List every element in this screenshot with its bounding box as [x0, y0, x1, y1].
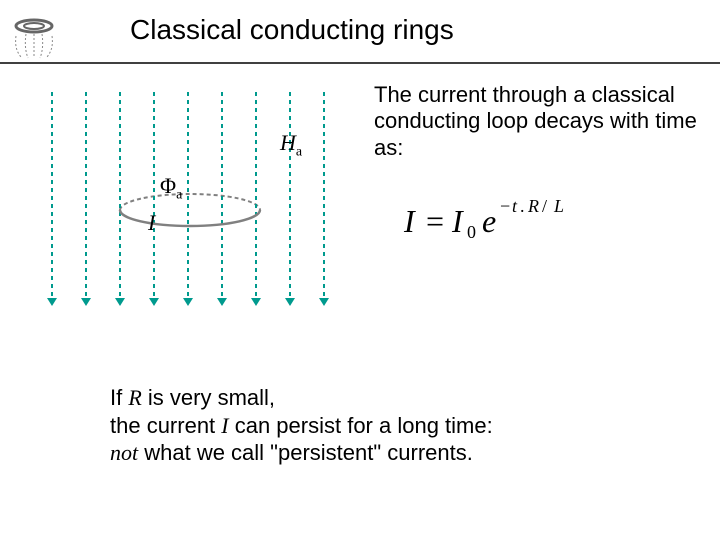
bt-not: not	[110, 440, 138, 465]
svg-text:=: =	[426, 203, 444, 239]
phi-symbol: Φ	[160, 173, 176, 198]
svg-text:0: 0	[467, 222, 476, 242]
bt-R: R	[128, 385, 141, 410]
bottom-note: If R is very small, the current I can pe…	[110, 384, 670, 467]
bt-2a: the current	[110, 413, 221, 438]
svg-text:−: −	[500, 196, 510, 216]
field-diagram	[40, 90, 350, 320]
bt-2b: can persist for a long time:	[229, 413, 493, 438]
bt-1b: is very small,	[142, 385, 275, 410]
svg-text:I: I	[403, 203, 416, 239]
current-i-label: I	[148, 210, 155, 236]
ha-sub: a	[296, 144, 302, 159]
header-bar: Classical conducting rings	[0, 0, 720, 64]
explanation-text: The current through a classical conducti…	[374, 82, 704, 161]
phi-a-label: Φa	[160, 173, 182, 203]
ha-h: H	[280, 130, 296, 155]
svg-text:e: e	[482, 203, 496, 239]
svg-text:L: L	[553, 196, 564, 216]
svg-text:I: I	[451, 203, 464, 239]
decay-formula: I=I0e−t.R/L	[400, 190, 640, 250]
svg-text:/: /	[542, 196, 547, 216]
bt-I: I	[221, 413, 228, 438]
phi-sub: a	[176, 187, 182, 202]
ring-field-icon	[6, 6, 62, 62]
page-title: Classical conducting rings	[130, 14, 454, 46]
svg-text:R: R	[527, 196, 539, 216]
ha-label: Ha	[280, 130, 302, 160]
svg-text:t: t	[512, 196, 518, 216]
bt-3b: what we call "persistent" currents.	[138, 440, 473, 465]
svg-text:.: .	[520, 196, 525, 216]
bt-1a: If	[110, 385, 128, 410]
